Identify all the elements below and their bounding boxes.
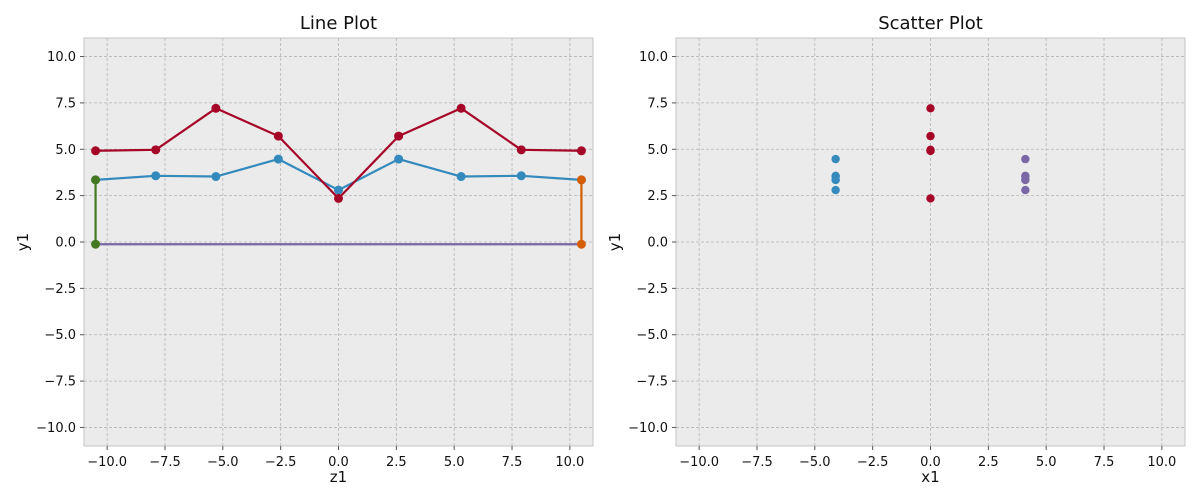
scatter-plot-grid bbox=[676, 38, 1185, 446]
line-plot-x-tick-label: −5.0 bbox=[207, 455, 239, 470]
line-plot-x-axis-label: z1 bbox=[330, 468, 347, 486]
line-plot-series-0-point bbox=[456, 172, 466, 182]
line-plot-series-1-point bbox=[394, 131, 404, 141]
scatter-plot-title: Scatter Plot bbox=[878, 13, 983, 34]
scatter-plot-x-tick-label: −2.5 bbox=[857, 455, 889, 470]
scatter-plot-x-tick-label: 10.0 bbox=[1147, 455, 1176, 470]
line-plot-series-0-point bbox=[516, 171, 526, 181]
line-plot-x-tick-label: −10.0 bbox=[87, 455, 127, 470]
scatter-plot-ticks: −10.0 −7.5 −5.0 −2.5 0.0 2.5 5.0 7.5 10.0 −10.0 −7… bbox=[628, 50, 1176, 470]
scatter-plot-y-axis-label: y1 bbox=[606, 233, 624, 251]
line-plot-series-0-point bbox=[151, 171, 161, 181]
scatter-plot-y-tick-label: 7.5 bbox=[647, 96, 668, 111]
scatter-plot-series-2-point bbox=[1021, 175, 1030, 185]
scatter-plot-series-0-point bbox=[831, 175, 840, 185]
line-plot-series-1-point bbox=[334, 193, 343, 203]
scatter-plot-y-tick-label: −7.5 bbox=[636, 375, 668, 390]
scatter-plot-series-2-point bbox=[1021, 185, 1030, 195]
line-plot-series-0-point bbox=[394, 154, 404, 164]
line-plot-series-0-point bbox=[273, 154, 283, 164]
scatter-plot-marks bbox=[831, 104, 1030, 203]
line-plot-x-tick-label: −7.5 bbox=[149, 455, 181, 470]
line-plot-y-tick-label: 0.0 bbox=[55, 236, 76, 251]
line-plot-series-1-point bbox=[456, 103, 466, 113]
line-plot-y-tick-label: −2.5 bbox=[44, 282, 76, 297]
line-plot-series-3-point bbox=[91, 175, 101, 185]
scatter-plot-y-tick-label: −2.5 bbox=[636, 282, 668, 297]
line-plot-series-4-point bbox=[576, 239, 586, 249]
scatter-plot-panel: −10.0 −7.5 −5.0 −2.5 0.0 2.5 5.0 7.5 10.0 −10.0 −7… bbox=[606, 13, 1186, 486]
scatter-plot-x-tick-label: 0.0 bbox=[920, 455, 941, 470]
line-plot-y-tick-label: 5.0 bbox=[55, 143, 76, 158]
line-plot-series-4-point bbox=[576, 175, 586, 185]
line-plot-x-tick-label: 2.5 bbox=[386, 455, 407, 470]
scatter-plot-series-0-point bbox=[831, 185, 840, 195]
scatter-plot-series-1-point bbox=[926, 194, 935, 203]
line-plot-grid bbox=[84, 38, 593, 446]
scatter-plot-y-tick-label: −10.0 bbox=[628, 421, 668, 436]
line-plot-series-1-point bbox=[91, 146, 101, 156]
scatter-plot-y-tick-label: −5.0 bbox=[636, 328, 668, 343]
line-plot-x-tick-label: −2.5 bbox=[265, 455, 297, 470]
line-plot-y-axis-label: y1 bbox=[14, 233, 32, 251]
line-plot-y-tick-label: −10.0 bbox=[36, 421, 76, 436]
scatter-plot-series-2-point bbox=[1021, 154, 1030, 164]
scatter-plot-y-tick-label: 2.5 bbox=[647, 189, 668, 204]
line-plot-y-tick-label: 2.5 bbox=[55, 189, 76, 204]
line-plot-series-1-point bbox=[576, 146, 586, 156]
line-plot-series-3-point bbox=[91, 239, 101, 249]
scatter-plot-x-tick-label: 5.0 bbox=[1036, 455, 1057, 470]
scatter-plot-series-1-point bbox=[926, 131, 935, 141]
line-plot-series-0-point bbox=[211, 172, 221, 182]
line-plot-marks bbox=[91, 103, 586, 249]
scatter-plot-x-tick-label: 2.5 bbox=[978, 455, 999, 470]
scatter-plot-series-0-point bbox=[831, 154, 840, 164]
line-plot-title: Line Plot bbox=[300, 13, 377, 34]
scatter-plot-y-tick-label: 10.0 bbox=[639, 50, 668, 65]
line-plot-x-tick-label: 0.0 bbox=[328, 455, 349, 470]
line-plot-x-tick-label: 10.0 bbox=[555, 455, 584, 470]
line-plot-x-tick-label: 5.0 bbox=[444, 455, 465, 470]
line-plot-y-tick-label: −7.5 bbox=[44, 375, 76, 390]
scatter-plot-x-tick-label: −7.5 bbox=[741, 455, 773, 470]
line-plot-panel: −10.0 −7.5 −5.0 −2.5 0.0 2.5 5.0 7.5 10.0 −10.0 −7… bbox=[14, 13, 594, 486]
line-plot-series-0-point bbox=[334, 185, 343, 195]
scatter-plot-y-tick-label: 5.0 bbox=[647, 143, 668, 158]
line-plot-series-1-point bbox=[211, 103, 221, 113]
line-plot-x-tick-label: 7.5 bbox=[502, 455, 523, 470]
scatter-plot-x-tick-label: 7.5 bbox=[1094, 455, 1115, 470]
line-plot-series-1-point bbox=[151, 145, 161, 155]
line-plot-series-1-point bbox=[273, 131, 283, 141]
line-plot-ticks: −10.0 −7.5 −5.0 −2.5 0.0 2.5 5.0 7.5 10.0 −10.0 −7… bbox=[36, 50, 584, 470]
scatter-plot-series-1-point bbox=[926, 104, 935, 113]
scatter-plot-x-tick-label: −10.0 bbox=[679, 455, 719, 470]
scatter-plot-x-axis-label: x1 bbox=[921, 468, 939, 486]
line-plot-y-tick-label: 7.5 bbox=[55, 96, 76, 111]
line-plot-series-1-point bbox=[516, 145, 526, 155]
scatter-plot-x-tick-label: −5.0 bbox=[799, 455, 831, 470]
line-plot-y-tick-label: −5.0 bbox=[44, 328, 76, 343]
scatter-plot-series-1-point bbox=[926, 146, 935, 155]
scatter-plot-y-tick-label: 0.0 bbox=[647, 236, 668, 251]
line-plot-y-tick-label: 10.0 bbox=[47, 50, 76, 65]
